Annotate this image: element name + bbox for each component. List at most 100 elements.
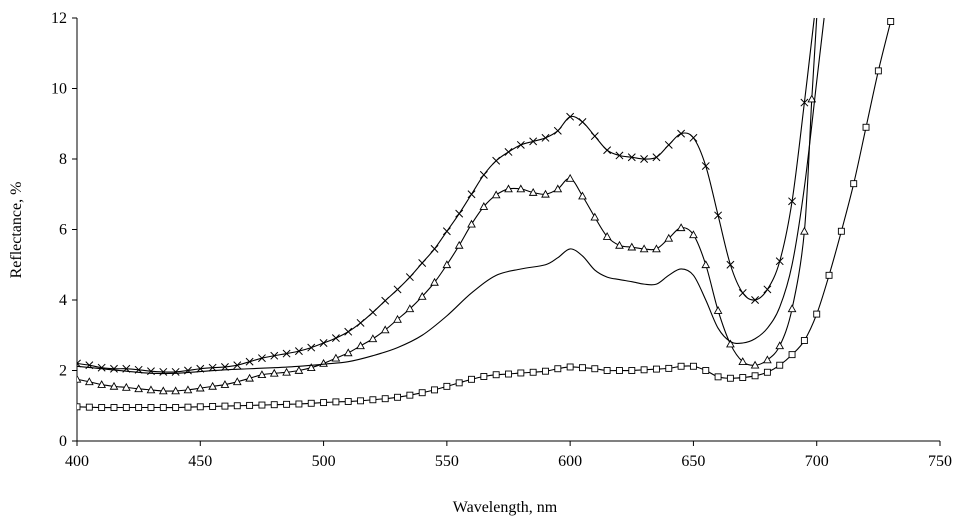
data-point-x [689, 133, 698, 142]
data-point-triangle [97, 380, 107, 388]
data-point-triangle [134, 384, 144, 393]
data-point-triangle [750, 360, 760, 369]
data-point-x [282, 349, 291, 358]
data-point-triangle [208, 381, 217, 390]
data-point-square [689, 362, 697, 370]
data-point-x [270, 351, 279, 360]
data-point-triangle [652, 244, 661, 253]
data-point-square [406, 391, 414, 399]
data-point-triangle [775, 341, 785, 350]
data-point-square [702, 367, 710, 374]
data-point-square [825, 271, 833, 279]
data-point-square [307, 399, 315, 407]
data-point-x [110, 364, 118, 373]
data-point-square [332, 398, 340, 406]
data-point-x [603, 146, 612, 155]
data-point-x [615, 151, 624, 160]
data-point-square [431, 386, 438, 394]
data-point-square [492, 371, 500, 379]
data-point-x [677, 129, 686, 138]
data-point-x [714, 211, 723, 220]
data-point-square [344, 398, 352, 405]
data-point-triangle [504, 184, 513, 193]
data-point-square [455, 379, 463, 387]
data-point-square [763, 368, 771, 376]
data-point-x [331, 334, 340, 343]
data-point-triangle [454, 240, 464, 249]
data-point-x [455, 209, 464, 218]
data-point-triangle [306, 363, 316, 372]
x-tick-label: 700 [805, 453, 829, 470]
data-point-triangle [146, 385, 156, 394]
data-point-triangle [807, 94, 817, 103]
data-point-square [209, 403, 217, 410]
series-line [77, 21, 892, 409]
data-point-x [701, 162, 710, 171]
y-tick-label: 6 [59, 222, 67, 239]
data-point-square [800, 337, 808, 344]
data-point-triangle [479, 202, 489, 210]
data-point-x [245, 357, 254, 366]
data-point-square [726, 374, 734, 382]
data-point-triangle [417, 291, 427, 300]
data-point-triangle [491, 190, 501, 199]
x-tick-label: 450 [188, 453, 212, 470]
data-point-triangle [294, 365, 304, 374]
data-point-x [319, 339, 328, 347]
data-point-square [616, 367, 623, 374]
data-point-triangle [356, 341, 365, 350]
data-point-square [418, 389, 426, 397]
data-point-x [775, 257, 784, 266]
data-point-x [788, 197, 797, 206]
x-tick-label: 600 [558, 453, 582, 470]
data-point-x [159, 367, 168, 376]
data-point-triangle [565, 173, 575, 182]
data-point-triangle [77, 374, 82, 383]
data-point-triangle [578, 191, 587, 200]
data-point-square [122, 404, 130, 411]
data-point-x [726, 260, 735, 269]
data-point-square [85, 403, 93, 411]
data-point-square [320, 399, 328, 407]
data-point-triangle [257, 370, 267, 379]
data-point-x [553, 126, 562, 135]
y-tick-label: 4 [59, 292, 67, 309]
data-point-square [579, 364, 586, 372]
data-point-triangle [467, 219, 476, 228]
data-point-triangle [639, 244, 649, 253]
plot-area [77, 17, 895, 411]
data-point-triangle [158, 386, 168, 395]
data-point-triangle [726, 339, 735, 348]
data-point-triangle [738, 357, 748, 366]
data-point-x [738, 288, 747, 297]
data-point-x [381, 296, 390, 305]
x-axis: 400 450 500 550 600 650 700 750 [65, 440, 952, 470]
data-point-x [97, 363, 106, 372]
data-point-x [492, 156, 501, 165]
data-point-x [504, 147, 513, 156]
data-point-x [294, 347, 303, 356]
data-point-square [677, 362, 685, 370]
x-tick-label: 650 [681, 453, 705, 470]
data-point-triangle [787, 304, 797, 313]
data-point-x [233, 361, 242, 370]
data-point-square [542, 367, 549, 375]
data-point-square [837, 227, 845, 235]
data-point-triangle [121, 382, 131, 391]
data-point-x [578, 118, 587, 126]
data-point-square [739, 374, 747, 381]
data-point-triangle [84, 377, 94, 386]
data-point-triangle [195, 383, 205, 392]
series-line [77, 17, 825, 375]
data-point-triangle [442, 260, 452, 269]
series-square [77, 18, 895, 411]
series-none [77, 17, 825, 375]
y-tick-label: 12 [51, 10, 67, 27]
data-point-square [233, 402, 241, 410]
data-point-x [418, 259, 427, 267]
data-point-square [505, 370, 512, 378]
data-point-triangle [615, 240, 624, 249]
data-point-x [541, 133, 550, 142]
data-point-triangle [713, 306, 723, 314]
data-point-square [110, 404, 118, 411]
